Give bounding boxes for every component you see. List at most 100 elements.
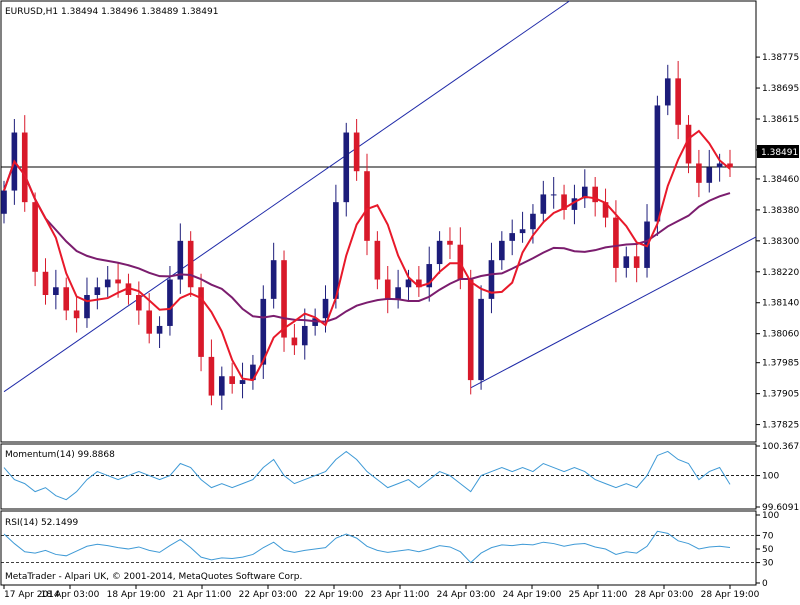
candle	[561, 184, 567, 220]
time-tick-label: 25 Apr 11:00	[569, 590, 628, 600]
time-tick-label: 24 Apr 19:00	[503, 590, 562, 600]
candle-body	[395, 287, 401, 299]
candle	[540, 180, 547, 224]
candle	[198, 273, 204, 372]
candle	[467, 269, 474, 395]
slow-moving-average	[3, 159, 731, 323]
candle	[384, 265, 391, 314]
candle-body	[167, 279, 173, 326]
rsi-pane[interactable]	[0, 510, 757, 586]
candle	[519, 211, 526, 243]
footer-copyright: MetaTrader - Alpari UK, © 2001-2014, Met…	[5, 572, 302, 582]
candle-body	[436, 240, 443, 265]
candle-body	[509, 233, 516, 241]
candle-body	[63, 287, 70, 311]
candle-body	[426, 264, 433, 288]
candle-body	[706, 167, 713, 183]
momentum-tick-label: 100	[762, 472, 779, 482]
candle	[706, 149, 713, 193]
price-pane[interactable]	[0, 0, 757, 443]
candle	[364, 153, 370, 256]
candle	[301, 308, 308, 360]
candle	[94, 277, 101, 310]
candle-body	[21, 132, 28, 203]
candle	[218, 366, 225, 410]
candle-body	[322, 298, 329, 319]
price-tick-label: 1.38380	[762, 206, 799, 216]
candle-body	[623, 256, 630, 268]
candle-body	[384, 279, 391, 299]
candle	[447, 227, 453, 260]
candle-body	[156, 325, 163, 334]
price-tick-label: 1.37905	[762, 390, 799, 400]
candle	[716, 153, 723, 182]
candle-body	[696, 163, 702, 183]
time-tick-label: 22 Apr 19:00	[305, 590, 364, 600]
candle-body	[146, 310, 153, 334]
candle-body	[125, 283, 132, 295]
candle	[187, 231, 194, 297]
fast-moving-average	[3, 129, 731, 382]
price-tick-label: 1.38300	[762, 237, 799, 247]
candle-body	[664, 78, 671, 106]
upper-channel-line	[3, 0, 570, 393]
candle	[32, 192, 38, 287]
candle-body	[571, 198, 578, 210]
rsi-tick-label: 30	[762, 559, 774, 569]
candle	[333, 184, 339, 309]
candle	[416, 265, 422, 297]
time-tick-label: 28 Apr 03:00	[635, 590, 694, 600]
candle-body	[467, 279, 474, 381]
symbol-label: EURUSD,H1	[5, 7, 58, 17]
candle-body	[104, 279, 111, 288]
candle-body	[592, 186, 598, 203]
copyright-owner: MetaQuotes Software Corp.	[178, 572, 302, 582]
candle	[478, 285, 484, 390]
momentum-tick-label: 99.6091	[762, 503, 799, 513]
momentum-title: Momentum(14) 99.8868	[5, 450, 115, 460]
candle	[499, 231, 505, 270]
candle	[395, 269, 401, 309]
candle-body	[530, 213, 536, 230]
candle	[571, 184, 578, 225]
candle	[21, 115, 28, 212]
candle	[343, 122, 350, 217]
time-tick-label: 24 Apr 03:00	[437, 590, 496, 600]
candle	[696, 149, 702, 198]
price-axis: 1.387751.386951.386151.385351.384601.383…	[756, 53, 799, 431]
candle	[125, 273, 132, 305]
momentum-tick-label: 100.3678	[762, 442, 800, 452]
candle	[664, 64, 671, 116]
candle	[239, 362, 246, 399]
price-tick-label: 1.38695	[762, 84, 799, 94]
candle	[353, 118, 360, 181]
candle	[685, 115, 692, 174]
time-tick-label: 28 Apr 19:00	[701, 590, 760, 600]
candle	[291, 324, 298, 355]
candle	[509, 219, 516, 256]
candle-body	[42, 271, 49, 295]
candle	[602, 188, 609, 228]
candle	[488, 242, 495, 314]
candle	[436, 231, 443, 274]
candle	[136, 281, 142, 325]
candle-body	[581, 186, 588, 199]
candle-body	[301, 325, 308, 346]
candle	[281, 250, 287, 352]
price-tick-label: 1.37985	[762, 359, 799, 369]
candle-body	[343, 132, 350, 203]
candle-body	[540, 194, 547, 214]
price-tick-label: 1.38460	[762, 175, 799, 185]
candles	[1, 60, 733, 410]
candle-body	[136, 295, 142, 311]
candle	[156, 316, 163, 348]
rsi-tick-label: 70	[762, 531, 774, 541]
candle-body	[716, 163, 723, 168]
candle-body	[727, 163, 733, 168]
lower-channel-line	[470, 236, 757, 389]
candle-body	[53, 287, 59, 295]
rsi-tick-label: 0	[762, 579, 768, 589]
